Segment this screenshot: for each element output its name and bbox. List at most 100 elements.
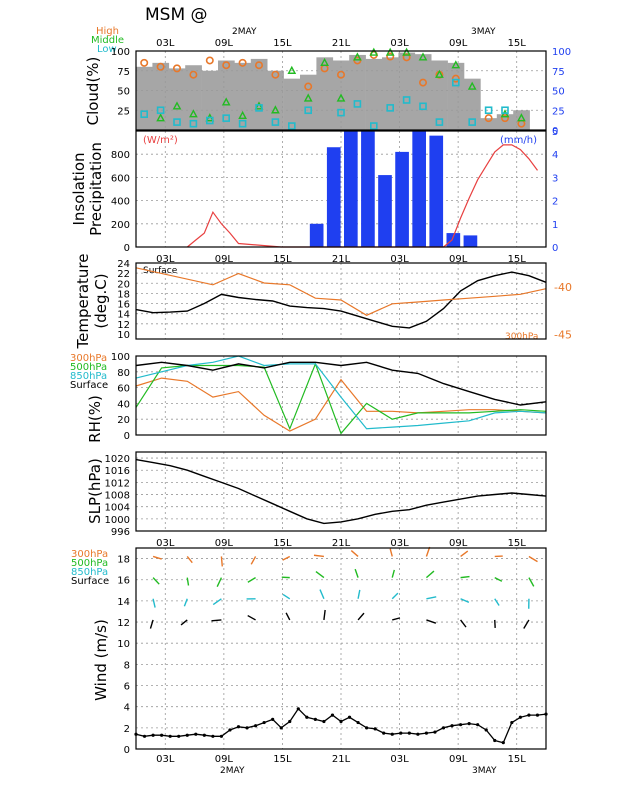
wind-surface-point-24 bbox=[339, 719, 343, 724]
precip-bar-7 bbox=[429, 135, 444, 247]
wind-surface-point-18 bbox=[288, 719, 292, 724]
cloud-total-bar-11 bbox=[316, 57, 334, 130]
day-label-bottom-1: 2MAY bbox=[220, 766, 245, 776]
wind-surface-point-31 bbox=[399, 731, 403, 735]
wind-ytick-left-7: 4 bbox=[124, 703, 130, 714]
wind-ytick-left-5: 8 bbox=[124, 660, 130, 671]
cloud-high-point-17 bbox=[418, 78, 427, 87]
cloud-low-point-20 bbox=[468, 118, 477, 126]
wind-surface-point-30 bbox=[390, 732, 394, 736]
cloud-total-bar-5 bbox=[218, 60, 235, 131]
wind-surface-point-17 bbox=[279, 726, 283, 730]
slp-ytick-left-4: 1004 bbox=[105, 503, 130, 514]
wind-barb-0-23 bbox=[528, 555, 538, 563]
cloud-high-point-19 bbox=[451, 74, 460, 83]
insol-ytick-left-2: 400 bbox=[111, 197, 130, 208]
wind-legend-500hpa: 500hPa bbox=[71, 558, 108, 569]
cloud-low-point-2 bbox=[173, 118, 181, 126]
insol-frame bbox=[135, 130, 547, 248]
wind-surface-point-26 bbox=[356, 720, 360, 725]
cloud-ytick-left-3: 25 bbox=[117, 106, 130, 117]
precip-bar-5 bbox=[395, 151, 409, 247]
cloud-middle-point-9 bbox=[287, 65, 297, 74]
cloud-low-point-17 bbox=[419, 102, 427, 111]
day-label-bottom-2: 3MAY bbox=[472, 766, 497, 776]
temp-ytick-left-3: 18 bbox=[117, 289, 130, 300]
legend-cloud-middle: Middle bbox=[91, 35, 124, 46]
wind-barb-1-5 bbox=[216, 577, 223, 587]
cloud-ytick-left-0: 100 bbox=[111, 47, 130, 58]
wind-barb-3-17 bbox=[426, 619, 437, 624]
cloud-high-point-7 bbox=[255, 61, 264, 70]
cloud-low-point-16 bbox=[402, 96, 411, 104]
bottom-xtick-6: 15L bbox=[508, 754, 527, 765]
rh-850hpa-line bbox=[135, 355, 547, 430]
cloud-low-point-19 bbox=[451, 78, 460, 87]
wind-barb-3-23 bbox=[523, 619, 530, 629]
wind-barb-3-1 bbox=[149, 619, 154, 629]
wind-ytick-left-0: 18 bbox=[117, 555, 130, 566]
cloud-high-point-16 bbox=[402, 53, 411, 62]
bottom-xtick-0: 03L bbox=[156, 754, 175, 765]
wind-surface-point-33 bbox=[416, 732, 420, 736]
cloud-low-point-0 bbox=[140, 110, 148, 118]
cloud-high-point-4 bbox=[205, 56, 214, 65]
top-xtick-6: 15L bbox=[508, 38, 527, 49]
wind-barb-0-1 bbox=[152, 555, 162, 560]
cloud-middle-point-11 bbox=[320, 57, 329, 67]
wind-legend-surface: Surface bbox=[71, 576, 109, 587]
rh-ytick-left-4: 20 bbox=[117, 415, 130, 426]
cloud-ylabel: Cloud(%) bbox=[84, 57, 102, 126]
insol-xtick-1: 09L bbox=[215, 254, 234, 265]
cloud-total-bar-2 bbox=[168, 68, 186, 130]
cloud-middle-point-23 bbox=[517, 113, 526, 122]
wind-barb-1-15 bbox=[391, 569, 395, 578]
wind-ytick-left-2: 14 bbox=[117, 597, 130, 608]
cloud-total-bar-8 bbox=[267, 70, 284, 130]
cloud-low-point-13 bbox=[353, 100, 362, 108]
rh-ylabel: RH(%) bbox=[86, 395, 104, 443]
wind-surface-point-35 bbox=[433, 730, 437, 734]
wind-barb-0-3 bbox=[186, 556, 193, 564]
wind-legend-850hpa: 850hPa bbox=[71, 567, 108, 578]
wind-surface-point-3 bbox=[160, 733, 164, 737]
wind-barb-3-19 bbox=[460, 619, 467, 628]
cloud-total-bar-10 bbox=[300, 74, 317, 130]
slp-ytick-left-3: 1008 bbox=[105, 491, 130, 502]
cloud-total-bar-4 bbox=[201, 70, 219, 130]
rh-ytick-left-0: 100 bbox=[111, 352, 130, 363]
insol-ytick-left-0: 800 bbox=[111, 150, 130, 161]
cloud-middle-point-18 bbox=[435, 69, 444, 78]
cloud-high-point-15 bbox=[386, 52, 395, 61]
wind-barb-2-19 bbox=[460, 598, 470, 603]
wind-surface-point-41 bbox=[484, 728, 488, 732]
temp-ytick-right-0: -40 bbox=[554, 281, 572, 294]
wind-surface-point-25 bbox=[347, 715, 352, 719]
wind-surface-point-7 bbox=[194, 732, 198, 736]
slp-xtick-0: 03L bbox=[156, 538, 175, 549]
wind-surface-point-2 bbox=[151, 733, 155, 737]
cloud-total-bar-9 bbox=[283, 78, 301, 130]
wind-ytick-left-4: 10 bbox=[117, 639, 130, 650]
cloud-low-point-22 bbox=[501, 106, 509, 115]
cloud-frame bbox=[135, 50, 547, 131]
wind-barb-2-9 bbox=[282, 593, 291, 600]
wind-surface-point-27 bbox=[365, 726, 369, 730]
cloud-low-point-15 bbox=[386, 104, 395, 112]
cloud-high-point-2 bbox=[173, 64, 182, 73]
wind-barb-2-21 bbox=[494, 598, 500, 606]
rh-legend-surface: Surface bbox=[70, 380, 108, 391]
wind-barb-1-17 bbox=[425, 570, 435, 579]
wind-barb-2-13 bbox=[357, 589, 361, 599]
cloud-low-point-10 bbox=[304, 106, 313, 115]
wind-surface-point-32 bbox=[407, 731, 411, 735]
cloud-middle-point-19 bbox=[451, 60, 461, 69]
cloud-high-point-3 bbox=[189, 70, 198, 79]
wind-barb-2-1 bbox=[152, 598, 156, 608]
wind-surface-point-43 bbox=[501, 741, 505, 745]
wind-surface-point-44 bbox=[510, 720, 514, 725]
cloud-middle-point-8 bbox=[271, 105, 280, 114]
wind-surface-point-19 bbox=[296, 707, 300, 711]
cloud-middle-point-7 bbox=[254, 101, 264, 110]
